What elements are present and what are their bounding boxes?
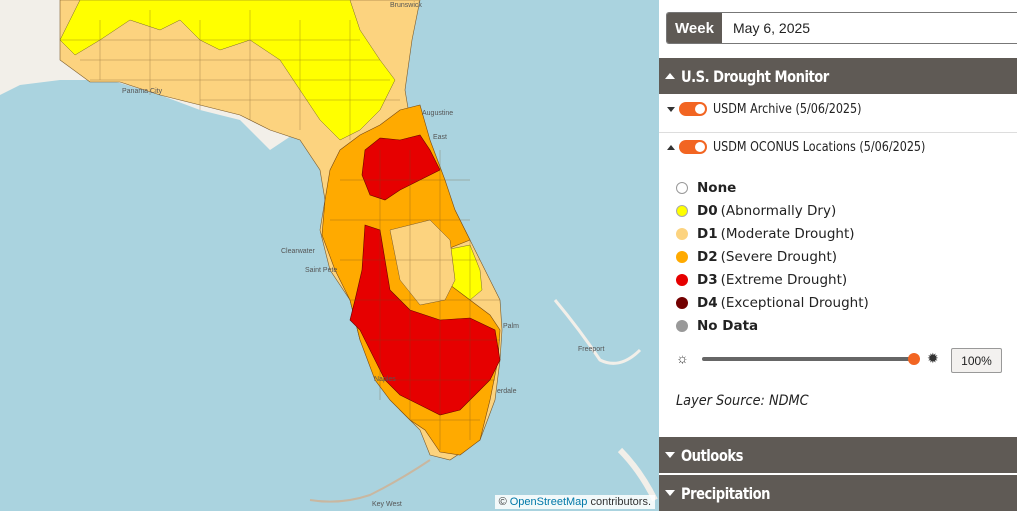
place-label: Augustine: [422, 110, 454, 117]
legend-item-d0: D0 (Abnormally Dry): [676, 199, 869, 222]
section-title: U.S. Drought Monitor: [681, 66, 829, 86]
opacity-input[interactable]: 100%: [951, 348, 1002, 373]
legend-swatch: [676, 227, 688, 240]
legend-desc: (Moderate Drought): [720, 225, 855, 242]
map-attribution: © OpenStreetMap contributors.: [494, 495, 655, 509]
florida-keys: [309, 459, 431, 503]
layer-toggle[interactable]: [679, 140, 707, 154]
expand-icon: [665, 452, 675, 458]
legend-desc: (Exceptional Drought): [720, 294, 869, 311]
drought-d1-inner: [389, 219, 456, 306]
legend-code: D1: [697, 225, 718, 242]
legend-swatch: [676, 250, 688, 263]
section-precipitation[interactable]: Precipitation: [659, 475, 1017, 511]
legend-swatch: [676, 296, 688, 309]
drought-d3-south: [349, 224, 501, 416]
legend-desc: (Severe Drought): [720, 248, 838, 265]
legend-swatch: [676, 273, 688, 286]
county-lines: [60, 10, 500, 450]
legend-swatch: [676, 181, 688, 194]
layer-panel: Week May 6, 2025 U.S. Drought Monitor US…: [659, 0, 1017, 511]
openstreetmap-link[interactable]: OpenStreetMap: [509, 496, 588, 508]
expand-icon[interactable]: [667, 106, 675, 112]
week-selector[interactable]: Week May 6, 2025: [666, 12, 1017, 44]
week-label: Week: [667, 13, 722, 43]
collapse-icon: [665, 73, 675, 79]
legend-desc: (Abnormally Dry): [720, 202, 837, 219]
place-label: Panama City: [122, 88, 163, 95]
layer-toggle[interactable]: [679, 102, 707, 116]
layer-row-usdm-archive[interactable]: USDM Archive (5/06/2025): [659, 90, 1017, 128]
opacity-slider-handle[interactable]: [908, 353, 920, 365]
legend-item-d3: D3 (Extreme Drought): [676, 268, 869, 291]
section-drought-monitor[interactable]: U.S. Drought Monitor: [659, 58, 1017, 94]
legend-code: D2: [697, 248, 718, 265]
place-label: Palm: [503, 323, 519, 330]
place-label: Clearwater: [281, 248, 315, 255]
legend-code: D4: [697, 294, 718, 311]
expand-icon: [665, 490, 675, 496]
bahamas-island-2: [617, 447, 658, 502]
place-label: erdale: [497, 388, 517, 395]
week-value[interactable]: May 6, 2025: [733, 20, 811, 36]
layer-row-usdm-oconus[interactable]: USDM OCONUS Locations (5/06/2025): [659, 128, 1017, 166]
place-label: Brunswick: [390, 2, 422, 9]
attribution-suffix: contributors.: [590, 496, 651, 508]
legend-code: None: [697, 179, 737, 196]
legend-code: D3: [697, 271, 718, 288]
legend-item-none: None: [676, 176, 869, 199]
place-label: Freeport: [578, 346, 605, 353]
place-label: East: [433, 134, 448, 141]
layer-source: Layer Source: NDMC: [676, 393, 820, 409]
section-title: Outlooks: [681, 445, 743, 465]
place-label: Saint Pete: [305, 267, 338, 274]
legend-desc: (Extreme Drought): [720, 271, 848, 288]
opacity-slider-track[interactable]: [702, 357, 914, 361]
legend-item-d1: D1 (Moderate Drought): [676, 222, 869, 245]
place-label: Key West: [372, 501, 402, 508]
place-label: Naples: [374, 376, 396, 383]
layer-source-text: Layer Source: NDMC: [676, 393, 809, 409]
map-canvas[interactable]: [0, 0, 659, 511]
drought-d3-north: [361, 134, 441, 201]
drought-map[interactable]: Brunswick Panama City Augustine East Cle…: [0, 0, 659, 511]
drought-legend: None D0 (Abnormally Dry) D1 (Moderate Dr…: [676, 176, 869, 337]
section-outlooks[interactable]: Outlooks: [659, 437, 1017, 473]
collapse-icon[interactable]: [667, 144, 675, 150]
layer-name: USDM Archive (5/06/2025): [713, 101, 862, 117]
bahamas-island-1: [553, 299, 642, 365]
legend-code: No Data: [697, 317, 759, 334]
legend-swatch: [676, 319, 688, 332]
opacity-control: ☼ ✹ 100%: [676, 348, 1006, 374]
legend-swatch: [676, 204, 688, 217]
legend-code: D0: [697, 202, 718, 219]
section-title: Precipitation: [681, 483, 771, 503]
opacity-low-icon: ☼: [676, 350, 689, 366]
layer-name: USDM OCONUS Locations (5/06/2025): [713, 139, 926, 155]
legend-item-d2: D2 (Severe Drought): [676, 245, 869, 268]
legend-item-no-data: No Data: [676, 314, 869, 337]
legend-item-d4: D4 (Exceptional Drought): [676, 291, 869, 314]
attribution-prefix: ©: [498, 496, 507, 508]
opacity-high-icon: ✹: [927, 350, 939, 366]
